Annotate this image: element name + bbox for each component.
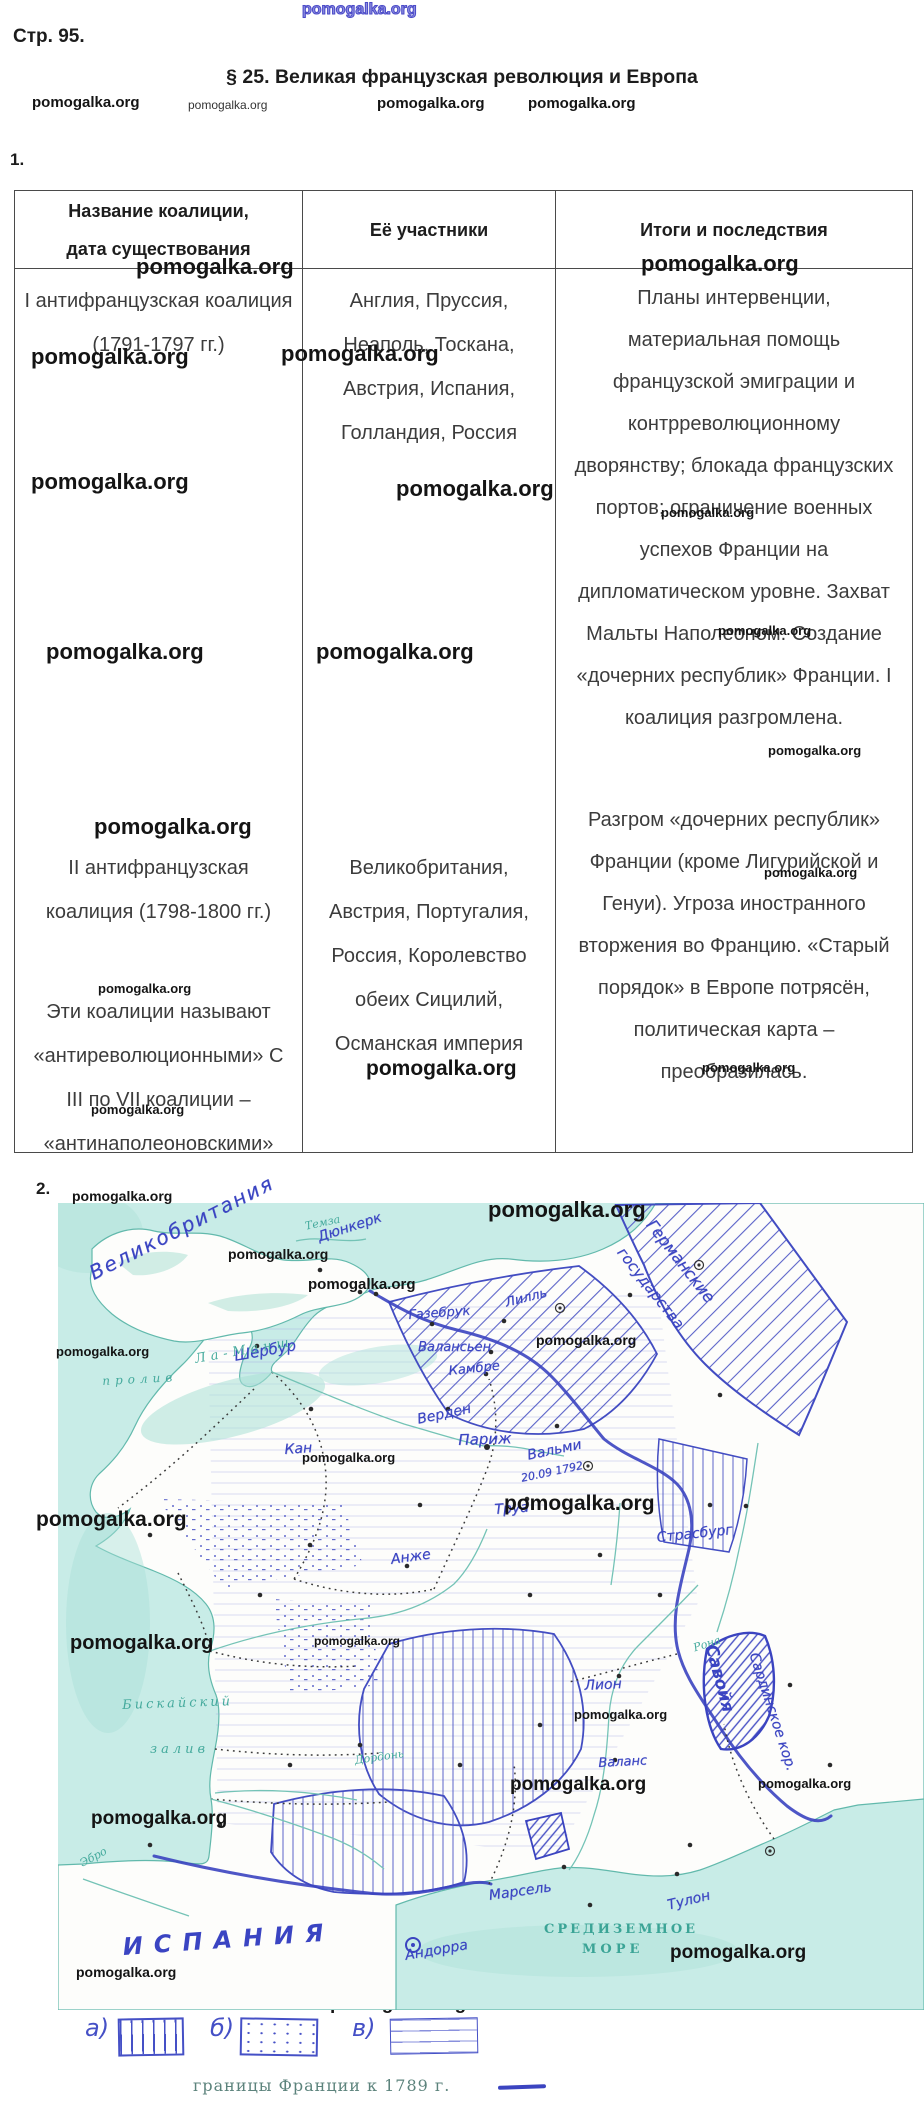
map-label: Париж [457, 1429, 512, 1449]
coalitions-note: Эти коалиции называют «антиреволюционным… [33, 1001, 284, 1152]
map-label: Бискайский [121, 1694, 234, 1713]
table-column-coalition: I антифранцузская коалиция (1791-1797 гг… [15, 269, 303, 1152]
map-label: Валанс [597, 1753, 648, 1771]
map-label: пролив [101, 1370, 178, 1388]
section-2-number: 2. [36, 1179, 51, 1198]
france-map-drawing [58, 1203, 924, 2010]
table-header-coalition: Название коалиции, дата существования [15, 191, 303, 269]
watermark: pomogalka.org [32, 94, 140, 111]
legend-item-a-label: а) [85, 2014, 110, 2042]
legend-swatch-vertical-hatch [117, 2017, 185, 2057]
map-label: Лион [583, 1676, 623, 1694]
legend-item-c-label: в) [352, 2014, 376, 2042]
watermark: pomogalka.org [188, 98, 268, 112]
map-label: Труа [493, 1499, 530, 1518]
coalitions-table: Название коалиции, дата существования Её… [14, 190, 913, 1153]
map-label: залив [150, 1742, 210, 1757]
table-header-results: Итоги и последствия [556, 191, 912, 269]
france-map: Великобритания Темза Дюнкерк Германские госу… [36, 1171, 924, 2010]
coalition-1-results: Планы интервенции, материальная помощь ф… [574, 287, 894, 729]
page-title: § 25. Великая французская революция и Ев… [226, 66, 698, 88]
page-number-label: Стр. 95. [13, 26, 85, 47]
map-label: МОРЕ [582, 1942, 644, 1957]
map-label: СРЕДИЗЕМНОЕ [544, 1922, 699, 1937]
map-caption-text: границы Франции к 1789 г. [193, 2076, 451, 2095]
map-legend: а) б) в) [0, 2008, 924, 2070]
map-label: Валансьен [418, 1340, 491, 1355]
coalition-1-participants: Англия, Пруссия, Неаполь, Тоскана, Австр… [340, 290, 518, 444]
coalition-1-name: I антифранцузская коалиция (1791-1797 гг… [24, 290, 293, 356]
section-1-number: 1. [10, 150, 25, 169]
legend-swatch-speckled [239, 2017, 319, 2057]
coalition-2-name: II антифранцузская коалиция (1798-1800 г… [45, 857, 272, 923]
map-caption: границы Франции к 1789 г. [193, 2076, 547, 2095]
watermark: pomogalka.org [72, 1188, 173, 1204]
coalition-2-participants: Великобритания, Австрия, Португалия, Рос… [329, 857, 529, 1055]
legend-swatch-horizontal-lines [389, 2017, 479, 2055]
table-column-participants: Англия, Пруссия, Неаполь, Тоскана, Австр… [303, 269, 556, 1152]
table-header-participants: Её участники [303, 191, 556, 269]
map-label: Кан [283, 1440, 313, 1458]
watermark: pomogalka.org [377, 95, 485, 112]
watermark: pomogalka.org [302, 1, 418, 18]
coalition-2-results: Разгром «дочерних республик» Франции (кр… [578, 809, 890, 1083]
watermark: pomogalka.org [528, 95, 636, 112]
table-column-results: Планы интервенции, материальная помощь ф… [556, 269, 912, 1152]
border-line-sample [498, 2083, 547, 2090]
legend-item-b-label: б) [210, 2014, 235, 2042]
